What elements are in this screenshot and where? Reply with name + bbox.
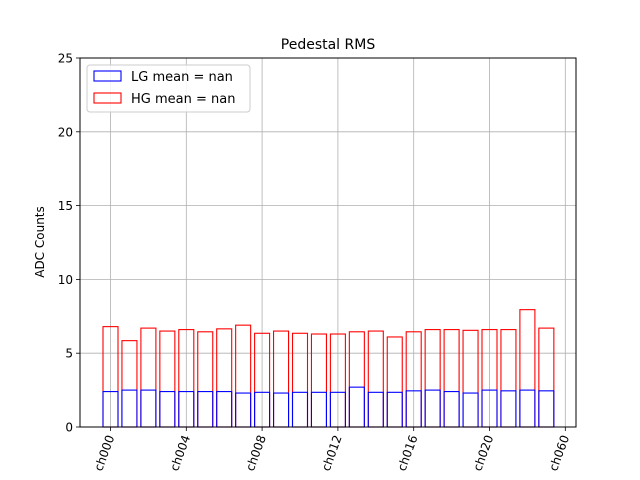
legend-swatch <box>93 92 122 104</box>
chart-title: Pedestal RMS <box>281 37 376 53</box>
legend-label: HG mean = nan <box>131 92 235 107</box>
y-axis-ticks: 0 5 10 15 20 25 <box>58 52 80 435</box>
legend-swatch <box>93 70 122 82</box>
y-tick-label: 20 <box>58 125 73 139</box>
y-axis-label: ADC Counts <box>33 206 47 278</box>
y-tick-label: 5 <box>65 347 73 361</box>
y-tick-label: 10 <box>58 273 73 287</box>
y-tick-label: 0 <box>65 421 73 435</box>
grid-lines <box>80 57 576 428</box>
y-tick-label: 15 <box>58 199 73 213</box>
legend-label: LG mean = nan <box>131 70 233 85</box>
legend: LG mean = nan HG mean = nan <box>86 64 251 113</box>
plot-frame <box>79 57 577 428</box>
legend-box <box>86 64 251 113</box>
y-tick-label: 25 <box>58 52 73 66</box>
